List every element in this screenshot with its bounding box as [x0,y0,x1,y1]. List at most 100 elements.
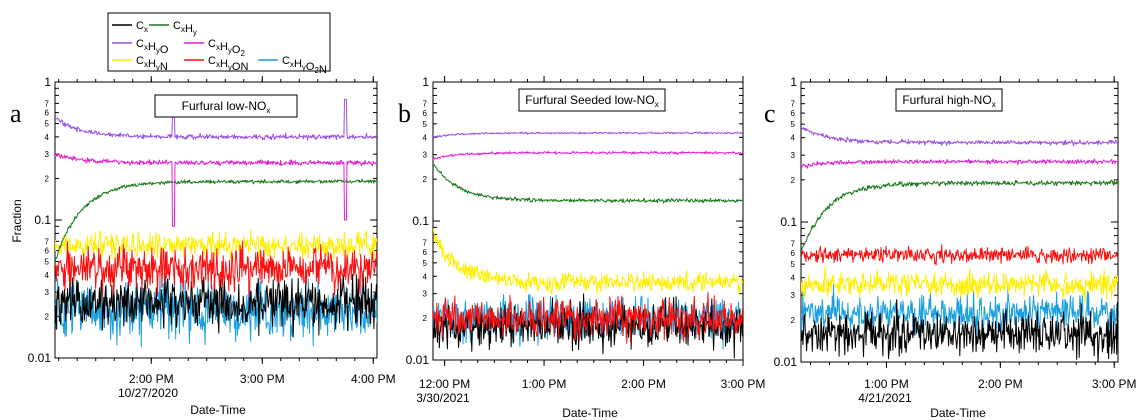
y-tick-label: 0.1 [34,213,51,227]
y-minor-label: 7 [791,100,796,109]
y-tick-label: 0.1 [780,215,797,229]
x-ticks-b: 12:00 PM 1:00 PM 2:00 PM 3:00 PM [419,76,765,391]
y-minor-label: 3 [45,150,50,159]
legend-label-cxhyo: CxHyO [136,38,169,56]
y-minor-label: 3 [791,151,796,160]
date-label-c: 4/21/2021 [858,391,912,405]
x-axis-label-b: Date-Time [562,406,618,420]
y-minor-label: 5 [45,258,50,267]
title-box-c [895,88,1003,112]
y-tick-label: 1 [422,75,429,89]
y-minor-label: 3 [791,291,796,300]
x-ticks-a: 2:00 PM 3:00 PM 4:00 PM [58,76,396,386]
panel-title-b: Furfural Seeded low-NOx [525,93,658,109]
y-minor-label: 7 [423,100,428,109]
title-box-b [518,88,666,112]
date-label-b: 3/30/2021 [416,391,470,405]
y-minor-label: 2 [45,174,50,183]
x-ticks-c: 1:00 PM 2:00 PM 3:00 PM [809,76,1137,391]
y-minor-label: 6 [423,248,428,257]
legend-label-cx: Cx [136,20,148,34]
series-cxhyo-a [55,98,377,141]
y-minor-label: 7 [45,237,50,246]
series-cxhy-c [801,179,1118,253]
y-minor-label: 3 [423,290,428,299]
y-minor-label: 4 [45,133,50,142]
y-minor-label: 7 [45,99,50,108]
y-minor-label: 4 [791,274,796,283]
y-minor-label: 2 [791,176,796,185]
y-minor-label: 4 [791,134,796,143]
panel-letter-c: c [764,99,776,128]
series-cxhyn-b [433,228,743,296]
y-minor-label: 6 [45,247,50,256]
series-cxhyo-b [433,131,743,139]
y-minor-label: 6 [45,109,50,118]
y-minor-label: 5 [791,120,796,129]
legend-label-cxhy: CxHy [173,20,197,37]
y-minor-label: 7 [791,240,796,249]
y-minor-label: 4 [423,272,428,281]
x-tick-label: 2:00 PM [129,372,174,386]
y-tick-label: 1 [44,75,51,89]
legend-label-cxhyon: CxHyON [208,55,248,73]
y-minor-label: 5 [423,120,428,129]
panel-title-a: Furfural low-NOx [182,99,271,115]
x-tick-label: 3:00 PM [240,372,285,386]
y-minor-label: 5 [45,120,50,129]
series-cxhyn-a [55,230,377,264]
y-tick-label: 1 [790,75,797,89]
y-minor-label: 6 [423,109,428,118]
legend-label-cxhyo2: CxHyO2 [208,38,245,58]
series-cx-c [801,299,1118,362]
y-minor-label: 5 [791,260,796,269]
y-minor-label: 7 [423,239,428,248]
y-minor-label: 2 [791,316,796,325]
y-tick-label: 0.1 [412,214,429,228]
x-tick-label: 1:00 PM [864,377,909,391]
series-cxhy-a [55,178,377,263]
y-minor-label: 6 [791,109,796,118]
series-cxhyon-c [801,244,1118,266]
panel-letter-a: a [10,99,22,128]
date-label-a: 10/27/2020 [118,386,178,400]
x-tick-label: 2:00 PM [978,377,1023,391]
panel-title-c: Furfural high-NOx [902,93,995,109]
x-tick-label: 3:00 PM [721,377,766,391]
x-axis-label-c: Date-Time [930,406,986,420]
y-tick-label: 0.01 [28,351,52,365]
series-cxhyo-c [801,127,1118,147]
y-minor-label: 5 [423,259,428,268]
x-tick-label: 1:00 PM [522,377,567,391]
series-cxhyo2-c [801,158,1118,169]
series-cxhyn-c [801,266,1118,304]
y-minor-label: 4 [45,271,50,280]
series-cxhyo2-b [433,150,743,160]
legend-label-cxhyn: CxHyN [136,55,168,73]
panel-letter-b: b [398,99,411,128]
x-tick-label: 3:00 PM [1092,377,1137,391]
x-tick-label: 12:00 PM [419,377,470,391]
y-minor-label: 2 [423,175,428,184]
y-tick-label: 0.01 [406,353,430,367]
y-minor-label: 3 [45,288,50,297]
series-cxhyon-a [55,240,377,298]
y-tick-label: 0.01 [774,355,798,369]
y-minor-label: 6 [791,249,796,258]
y-minor-label: 2 [45,312,50,321]
y-minor-label: 2 [423,314,428,323]
series-cxhy-b [433,163,743,204]
x-axis-label-a: Date-Time [190,403,246,417]
series-cxhyo2-a [55,153,377,227]
x-tick-label: 2:00 PM [621,377,666,391]
legend-label-cxhyo2n: CxHyO2N [282,55,327,76]
y-minor-label: 4 [423,133,428,142]
